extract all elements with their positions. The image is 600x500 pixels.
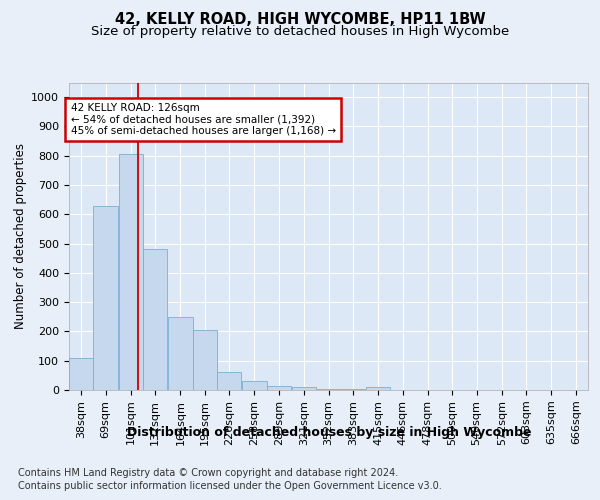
Bar [366,387,391,390]
Text: 42, KELLY ROAD, HIGH WYCOMBE, HP11 1BW: 42, KELLY ROAD, HIGH WYCOMBE, HP11 1BW [115,12,485,26]
Bar [266,386,291,390]
Y-axis label: Number of detached properties: Number of detached properties [14,143,27,329]
Bar [119,154,143,390]
Text: 42 KELLY ROAD: 126sqm
← 54% of detached houses are smaller (1,392)
45% of semi-d: 42 KELLY ROAD: 126sqm ← 54% of detached … [71,103,336,136]
Text: Size of property relative to detached houses in High Wycombe: Size of property relative to detached ho… [91,24,509,38]
Bar [69,358,94,390]
Bar [242,381,266,390]
Bar [341,389,365,390]
Text: Contains HM Land Registry data © Crown copyright and database right 2024.: Contains HM Land Registry data © Crown c… [18,468,398,477]
Bar [94,206,118,390]
Bar [217,372,241,390]
Bar [193,330,217,390]
Bar [292,387,316,390]
Bar [316,388,341,390]
Text: Distribution of detached houses by size in High Wycombe: Distribution of detached houses by size … [127,426,531,439]
Bar [143,250,167,390]
Text: Contains public sector information licensed under the Open Government Licence v3: Contains public sector information licen… [18,481,442,491]
Bar [168,317,193,390]
